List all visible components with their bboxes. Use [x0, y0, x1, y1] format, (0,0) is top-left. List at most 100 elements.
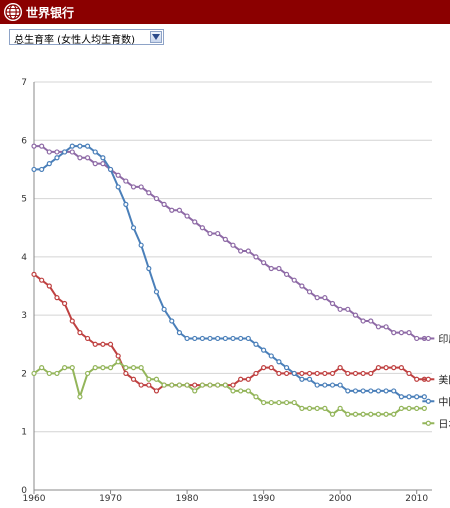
- data-point: [299, 370, 305, 377]
- legend-marker: [425, 376, 431, 382]
- data-point: [314, 405, 320, 411]
- data-point: [383, 388, 389, 394]
- data-point: [414, 405, 420, 411]
- y-tick-label: 0: [21, 486, 27, 496]
- x-tick-label: 2000: [329, 494, 352, 504]
- data-point: [253, 341, 259, 347]
- data-point: [276, 265, 282, 272]
- data-point: [391, 365, 397, 371]
- data-point: [199, 225, 205, 231]
- data-point: [77, 155, 83, 161]
- data-point: [69, 143, 75, 149]
- data-point: [352, 411, 359, 417]
- data-point: [375, 388, 382, 394]
- data-point: [84, 335, 91, 342]
- y-tick-label: 4: [21, 253, 27, 263]
- globe-icon[interactable]: [3, 2, 23, 22]
- data-point: [138, 365, 144, 371]
- indicator-select[interactable]: 总生育率 (女性人均生育数): [9, 29, 164, 46]
- data-point: [268, 353, 274, 359]
- data-point: [46, 149, 52, 155]
- data-point: [192, 382, 198, 388]
- data-point: [54, 370, 60, 377]
- data-point: [329, 370, 336, 377]
- data-point: [253, 394, 259, 400]
- x-tick-label: 2010: [405, 494, 428, 504]
- data-point: [62, 365, 68, 371]
- data-point: [391, 388, 397, 394]
- data-point: [115, 184, 121, 190]
- data-point: [207, 230, 213, 237]
- data-point: [107, 341, 114, 347]
- data-point: [215, 382, 221, 388]
- data-point: [329, 382, 336, 388]
- data-point: [329, 300, 336, 307]
- data-point: [46, 161, 52, 167]
- data-point: [261, 365, 267, 371]
- data-point: [153, 388, 160, 394]
- data-point: [306, 405, 313, 411]
- data-point: [345, 370, 351, 377]
- data-point: [115, 359, 121, 365]
- data-point: [92, 341, 98, 347]
- data-point: [337, 306, 343, 312]
- data-point: [322, 382, 328, 388]
- data-point: [153, 376, 160, 382]
- data-point: [283, 370, 290, 377]
- header-bar: 世界银行: [0, 0, 450, 24]
- data-point: [39, 166, 45, 173]
- data-point: [238, 335, 244, 342]
- data-point: [123, 201, 129, 207]
- data-point: [130, 365, 137, 371]
- data-point: [398, 365, 404, 371]
- data-point: [230, 242, 236, 248]
- data-point: [345, 306, 351, 312]
- data-point: [92, 161, 98, 167]
- data-point: [62, 149, 68, 155]
- data-point: [161, 382, 167, 388]
- data-point: [268, 265, 274, 272]
- data-point: [406, 394, 412, 400]
- chevron-down-icon[interactable]: [150, 31, 162, 43]
- data-point: [199, 382, 205, 388]
- data-point: [368, 411, 374, 417]
- data-point: [368, 370, 374, 377]
- data-point: [84, 155, 91, 161]
- data-point: [299, 376, 305, 382]
- x-tick-label: 1990: [252, 494, 275, 504]
- data-point: [406, 405, 412, 411]
- data-point: [383, 324, 389, 330]
- data-point: [77, 394, 83, 400]
- indicator-select-value: 总生育率 (女性人均生育数): [14, 35, 135, 46]
- data-point: [398, 394, 404, 400]
- data-point: [276, 399, 282, 406]
- data-point: [299, 283, 305, 289]
- data-point: [192, 335, 198, 342]
- data-point: [138, 382, 144, 388]
- data-point: [253, 370, 259, 377]
- data-point: [238, 388, 244, 394]
- data-point: [77, 330, 83, 336]
- series-line: [34, 145, 425, 398]
- data-point: [146, 382, 152, 388]
- data-point: [184, 213, 190, 219]
- data-point: [268, 365, 274, 371]
- legend-marker: [425, 398, 431, 404]
- data-point: [39, 143, 45, 149]
- brand-title[interactable]: 世界银行: [26, 6, 75, 20]
- data-point: [92, 149, 98, 155]
- data-point: [345, 411, 351, 417]
- data-point: [230, 335, 236, 342]
- data-point: [283, 271, 290, 277]
- x-tick-label: 1980: [176, 494, 199, 504]
- data-point: [69, 149, 75, 155]
- data-point: [299, 405, 305, 411]
- data-point: [39, 365, 45, 371]
- data-point: [383, 411, 389, 417]
- data-point: [115, 172, 121, 178]
- data-point: [253, 254, 259, 260]
- data-point: [199, 335, 205, 342]
- data-point: [100, 365, 106, 371]
- series-line: [33, 360, 425, 416]
